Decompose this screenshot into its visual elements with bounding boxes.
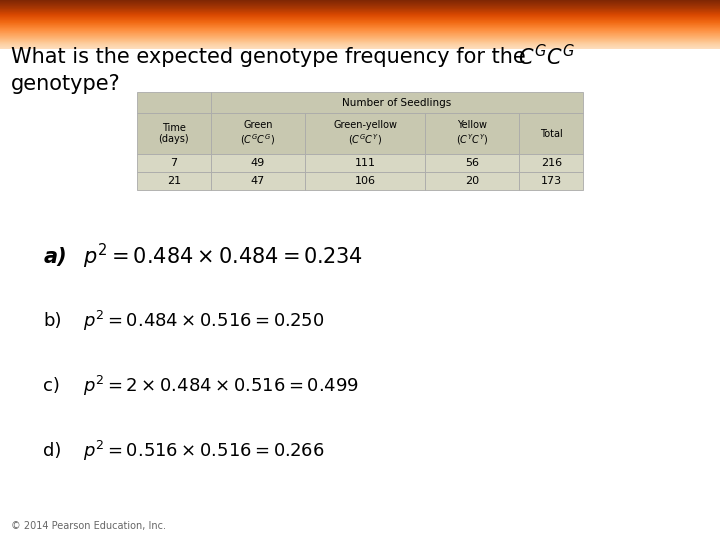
Bar bbox=[211, 172, 305, 190]
Bar bbox=[137, 154, 211, 172]
Bar bbox=[211, 92, 583, 113]
Text: What is the expected genotype frequency for the: What is the expected genotype frequency … bbox=[11, 46, 532, 67]
Text: a): a) bbox=[43, 246, 67, 267]
Text: $C^GC^G$: $C^GC^G$ bbox=[518, 44, 575, 69]
Text: Green-yellow
($C^GC^Y$): Green-yellow ($C^GC^Y$) bbox=[333, 120, 397, 147]
Bar bbox=[305, 154, 425, 172]
Text: $p^2 = 0.484 \times 0.516 = 0.250$: $p^2 = 0.484 \times 0.516 = 0.250$ bbox=[83, 309, 324, 333]
Text: 47: 47 bbox=[251, 176, 265, 186]
Text: 173: 173 bbox=[541, 176, 562, 186]
Text: Total: Total bbox=[540, 129, 563, 139]
Bar bbox=[519, 172, 583, 190]
Bar bbox=[425, 154, 519, 172]
Bar bbox=[519, 113, 583, 154]
Text: 21: 21 bbox=[167, 176, 181, 186]
Bar bbox=[519, 154, 583, 172]
Text: 7: 7 bbox=[170, 158, 177, 168]
Text: 106: 106 bbox=[355, 176, 376, 186]
Text: 20: 20 bbox=[465, 176, 480, 186]
Bar bbox=[305, 172, 425, 190]
Text: b): b) bbox=[43, 312, 62, 330]
Bar bbox=[211, 154, 305, 172]
Text: c): c) bbox=[43, 377, 60, 395]
Text: Number of Seedlings: Number of Seedlings bbox=[343, 98, 451, 107]
Text: 49: 49 bbox=[251, 158, 265, 168]
Text: d): d) bbox=[43, 442, 62, 460]
Text: 111: 111 bbox=[355, 158, 376, 168]
Text: Yellow
($C^YC^Y$): Yellow ($C^YC^Y$) bbox=[456, 120, 489, 147]
Text: $p^2 = 2 \times 0.484 \times 0.516 = 0.499$: $p^2 = 2 \times 0.484 \times 0.516 = 0.4… bbox=[83, 374, 359, 398]
Text: Green
($C^GC^G$): Green ($C^GC^G$) bbox=[240, 120, 276, 147]
Bar bbox=[137, 92, 211, 113]
Bar bbox=[137, 172, 211, 190]
Text: 56: 56 bbox=[465, 158, 480, 168]
Bar bbox=[305, 113, 425, 154]
Bar bbox=[211, 113, 305, 154]
Text: © 2014 Pearson Education, Inc.: © 2014 Pearson Education, Inc. bbox=[11, 522, 166, 531]
Bar bbox=[425, 172, 519, 190]
Text: Time
(days): Time (days) bbox=[158, 123, 189, 145]
Text: $p^2 = 0.484 \times 0.484 = 0.234$: $p^2 = 0.484 \times 0.484 = 0.234$ bbox=[83, 242, 363, 271]
Text: genotype?: genotype? bbox=[11, 73, 120, 94]
Bar bbox=[425, 113, 519, 154]
Text: $p^2 = 0.516 \times 0.516 = 0.266$: $p^2 = 0.516 \times 0.516 = 0.266$ bbox=[83, 439, 324, 463]
Text: 216: 216 bbox=[541, 158, 562, 168]
Bar bbox=[137, 113, 211, 154]
